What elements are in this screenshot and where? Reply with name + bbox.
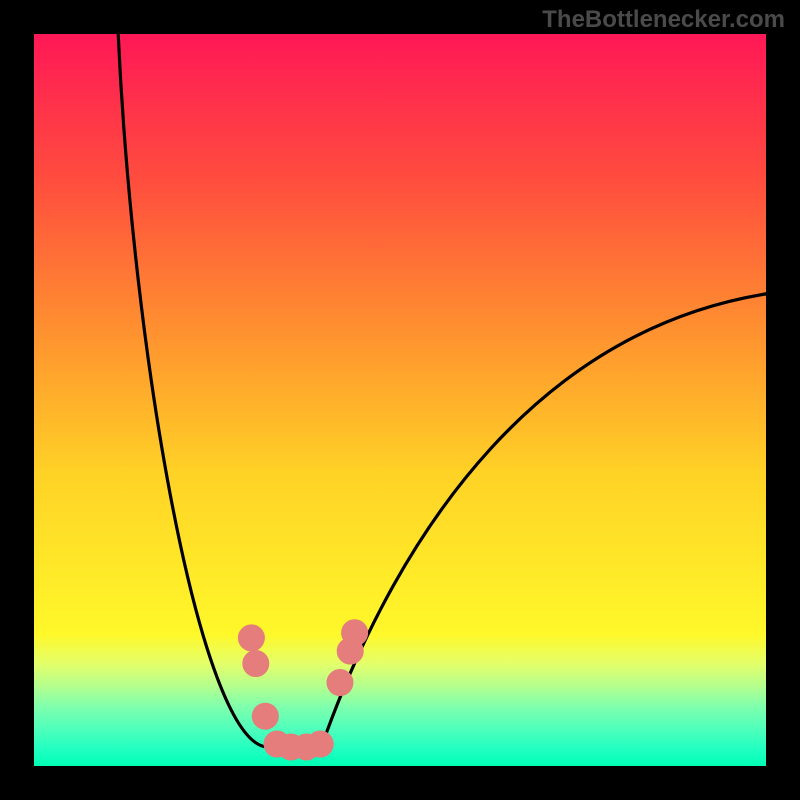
chart-stage: TheBottlenecker.com <box>0 0 800 800</box>
chart-border <box>0 0 800 800</box>
watermark-text: TheBottlenecker.com <box>542 6 785 34</box>
